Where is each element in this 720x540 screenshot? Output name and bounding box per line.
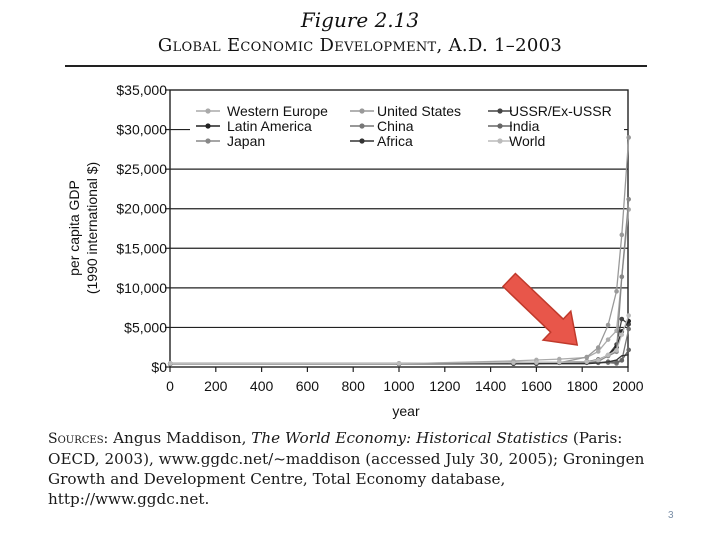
data-point	[595, 349, 601, 354]
sources-text-b: (Paris: OECD, 2003), www.ggdc.net/~maddi…	[48, 429, 645, 508]
data-point	[396, 361, 402, 366]
y-tick-label: $5,000	[124, 319, 167, 335]
legend-label: Latin America	[227, 118, 312, 134]
data-point	[584, 354, 590, 360]
sources-text-a: Angus Maddison,	[108, 429, 252, 447]
y-tick-label: $10,000	[116, 280, 167, 296]
legend-label: China	[377, 118, 414, 134]
data-point	[534, 360, 539, 365]
data-point	[619, 274, 625, 280]
legend-label: India	[509, 118, 540, 134]
legend-background	[190, 104, 624, 152]
data-point	[605, 322, 611, 328]
x-tick-label: 600	[296, 378, 320, 394]
series-lines	[167, 135, 631, 367]
legend-marker	[359, 123, 365, 129]
data-point	[626, 326, 631, 332]
legend-marker	[359, 138, 365, 144]
data-point	[584, 359, 590, 364]
sources-book-title: The World Economy: Historical Statistics	[251, 429, 569, 447]
data-point	[595, 345, 601, 350]
data-point	[626, 196, 631, 202]
figure-number: Figure 2.13	[300, 8, 420, 32]
y-tick-label: $0	[151, 359, 167, 375]
y-axis-label: per capita GDP	[66, 180, 82, 276]
data-point	[626, 347, 631, 353]
y-tick-label: $15,000	[116, 240, 167, 256]
legend-marker	[205, 108, 211, 114]
data-point	[167, 361, 173, 366]
legend-marker	[205, 123, 211, 129]
annotation-arrow	[501, 272, 579, 346]
data-point	[511, 360, 516, 365]
x-tick-label: 1600	[521, 378, 552, 394]
legend-label: United States	[377, 103, 461, 119]
legend-marker	[497, 108, 503, 114]
x-tick-label: 400	[250, 378, 274, 394]
data-point	[619, 316, 625, 322]
legend-marker	[205, 138, 211, 144]
legend-marker	[497, 138, 503, 144]
title-divider	[65, 65, 647, 67]
data-point	[605, 352, 611, 358]
y-tick-label: $30,000	[116, 122, 167, 138]
sources-lead: Sources:	[48, 431, 109, 447]
legend-marker	[359, 108, 365, 114]
page-number: 3	[668, 510, 674, 521]
data-point	[605, 337, 611, 342]
x-tick-label: 1800	[567, 378, 598, 394]
data-point	[614, 289, 619, 294]
data-point	[619, 232, 625, 238]
x-tick-label: 1000	[383, 378, 414, 394]
legend-label: USSR/Ex-USSR	[509, 103, 612, 119]
red-arrow	[501, 272, 579, 346]
gridlines	[170, 128, 628, 329]
legend-label: World	[509, 133, 545, 149]
x-tick-label: 1400	[475, 378, 506, 394]
legend-label: Japan	[227, 133, 265, 149]
data-point	[556, 359, 562, 365]
x-tick-label: 1200	[429, 378, 460, 394]
x-tick-label: 2000	[612, 378, 643, 394]
axes: $0 $5,000 $10,000 $15,000 $20,000 $25,000 $30,…	[116, 82, 643, 394]
data-point	[595, 357, 601, 363]
data-point	[619, 332, 625, 337]
legend: Western Europe United States USSR/Ex-USSR L…	[190, 103, 624, 152]
x-axis-label: year	[392, 403, 420, 419]
legend-marker	[497, 123, 503, 129]
data-point	[614, 348, 619, 353]
y-axis-label-units: (1990 international $)	[84, 162, 100, 294]
data-point	[626, 313, 631, 318]
legend-label: Africa	[377, 133, 413, 149]
legend-label: Western Europe	[227, 103, 328, 119]
sources-note: Sources: Angus Maddison, The World Econo…	[48, 428, 648, 509]
y-tick-label: $20,000	[116, 201, 167, 217]
y-tick-label: $25,000	[116, 161, 167, 177]
figure-title: Global Economic Development, A.D. 1–2003	[157, 35, 563, 56]
data-point	[619, 357, 625, 363]
y-tick-label: $35,000	[116, 82, 167, 98]
x-tick-label: 200	[204, 378, 228, 394]
gdp-line-chart: $0 $5,000 $10,000 $15,000 $20,000 $25,000 $30,…	[66, 82, 644, 419]
x-tick-label: 0	[166, 378, 174, 394]
x-tick-label: 800	[342, 378, 366, 394]
data-point	[626, 135, 631, 140]
